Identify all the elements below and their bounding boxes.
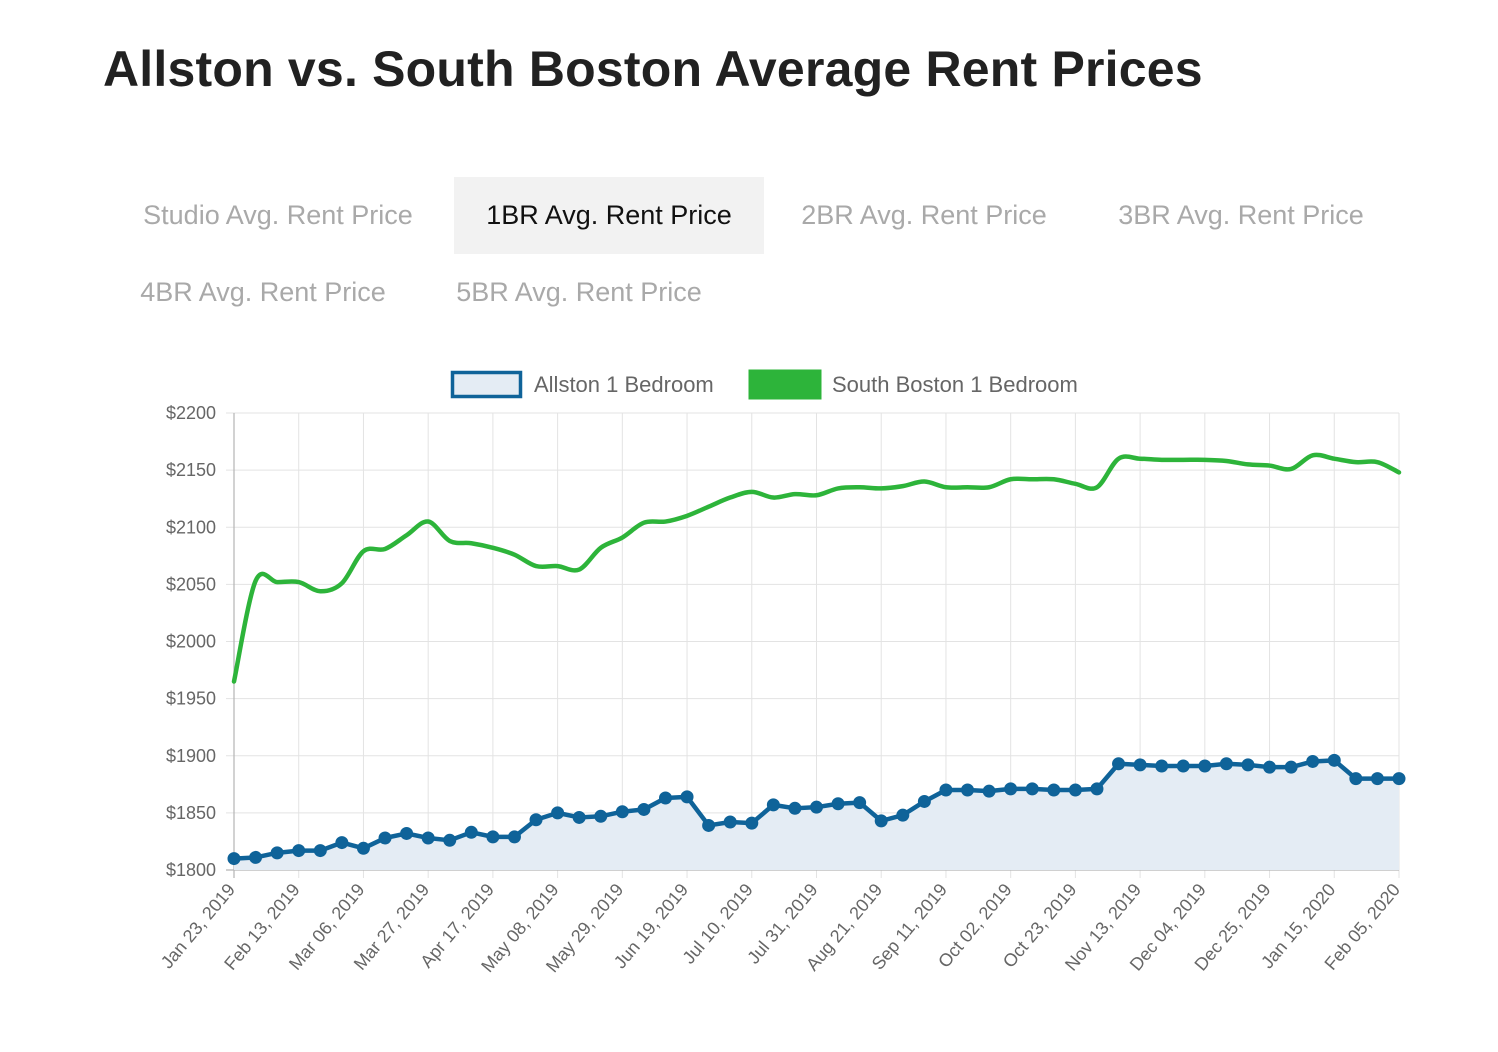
data-point[interactable] [1263, 760, 1277, 774]
data-point[interactable] [335, 836, 349, 850]
data-point[interactable] [1370, 772, 1384, 786]
data-point[interactable] [615, 805, 629, 819]
data-point[interactable] [270, 846, 284, 860]
data-point[interactable] [421, 831, 435, 845]
y-tick-label: $2150 [166, 460, 216, 480]
legend-label: South Boston 1 Bedroom [832, 372, 1078, 397]
data-point[interactable] [1241, 758, 1255, 772]
data-point[interactable] [594, 809, 608, 823]
data-point[interactable] [1284, 760, 1298, 774]
legend-south-boston-1-bedroom[interactable]: South Boston 1 Bedroom [748, 369, 1078, 400]
data-point[interactable] [1392, 772, 1406, 786]
data-point[interactable] [723, 815, 737, 829]
data-point[interactable] [1133, 758, 1147, 772]
tab-2br[interactable]: 2BR Avg. Rent Price [801, 200, 1047, 230]
data-point[interactable] [658, 791, 672, 805]
data-point[interactable] [853, 796, 867, 810]
data-point[interactable] [356, 841, 370, 855]
series-south-boston-1-bedroom-line [231, 452, 1402, 684]
data-point[interactable] [961, 783, 975, 797]
tab-5br[interactable]: 5BR Avg. Rent Price [456, 277, 702, 307]
data-point[interactable] [939, 783, 953, 797]
tab-4br[interactable]: 4BR Avg. Rent Price [140, 277, 386, 307]
page-title: Allston vs. South Boston Average Rent Pr… [103, 41, 1203, 97]
data-point[interactable] [745, 816, 759, 830]
data-point[interactable] [1306, 754, 1320, 768]
data-point[interactable] [486, 830, 500, 844]
legend-label: Allston 1 Bedroom [534, 372, 714, 397]
y-tick-label: $2100 [166, 517, 216, 537]
chart-plot-area [227, 452, 1406, 870]
y-tick-label: $1850 [166, 803, 216, 823]
legend-swatch [748, 369, 822, 400]
data-point[interactable] [810, 800, 823, 814]
data-point[interactable] [292, 844, 306, 858]
data-point[interactable] [443, 833, 457, 847]
data-point[interactable] [702, 818, 716, 832]
data-point[interactable] [227, 852, 241, 866]
rent-price-chart: Allston 1 Bedroom South Boston 1 Bedroom … [157, 369, 1406, 976]
data-point[interactable] [400, 826, 414, 840]
y-tick-label: $1950 [166, 689, 216, 709]
y-tick-label: $2000 [166, 632, 216, 652]
data-point[interactable] [917, 794, 931, 808]
chart-legend: Allston 1 Bedroom South Boston 1 Bedroom [450, 369, 1078, 400]
data-point[interactable] [896, 808, 910, 822]
y-tick-label: $2050 [166, 574, 216, 594]
data-point[interactable] [982, 784, 996, 798]
data-point[interactable] [1025, 782, 1039, 796]
legend-swatch [450, 370, 523, 399]
data-point[interactable] [1068, 783, 1082, 797]
data-point[interactable] [1349, 772, 1363, 786]
data-point[interactable] [1004, 782, 1018, 796]
tab-3br[interactable]: 3BR Avg. Rent Price [1118, 200, 1364, 230]
data-point[interactable] [1090, 782, 1104, 796]
data-point[interactable] [1198, 759, 1212, 773]
data-point[interactable] [680, 790, 694, 804]
data-point[interactable] [1112, 757, 1126, 771]
data-point[interactable] [507, 830, 521, 844]
data-point[interactable] [831, 797, 845, 811]
data-point[interactable] [378, 831, 392, 845]
data-point[interactable] [313, 844, 327, 858]
data-point[interactable] [551, 806, 565, 820]
data-point[interactable] [1047, 783, 1061, 797]
data-point[interactable] [529, 813, 543, 827]
legend-allston-1-bedroom[interactable]: Allston 1 Bedroom [450, 370, 714, 399]
data-point[interactable] [874, 814, 888, 828]
y-tick-label: $2200 [166, 403, 216, 423]
data-point[interactable] [572, 810, 586, 824]
series-allston-1-bedroom-area [234, 760, 1399, 870]
tab-studio[interactable]: Studio Avg. Rent Price [143, 200, 413, 230]
data-point[interactable] [464, 825, 478, 839]
y-tick-label: $1800 [166, 860, 216, 880]
data-point[interactable] [637, 802, 651, 816]
data-point[interactable] [1155, 759, 1169, 773]
data-point[interactable] [1219, 757, 1233, 771]
tab-1br[interactable]: 1BR Avg. Rent Price [454, 177, 764, 254]
data-point[interactable] [1327, 753, 1341, 767]
y-tick-label: $1900 [166, 746, 216, 766]
chart-axes: $1800 $1850 $1900 $1950 $2000 $2050 $2100 $2150… [157, 403, 1404, 976]
data-point[interactable] [766, 798, 780, 812]
data-point[interactable] [1176, 759, 1190, 773]
data-point[interactable] [788, 801, 802, 815]
data-point[interactable] [249, 850, 263, 864]
